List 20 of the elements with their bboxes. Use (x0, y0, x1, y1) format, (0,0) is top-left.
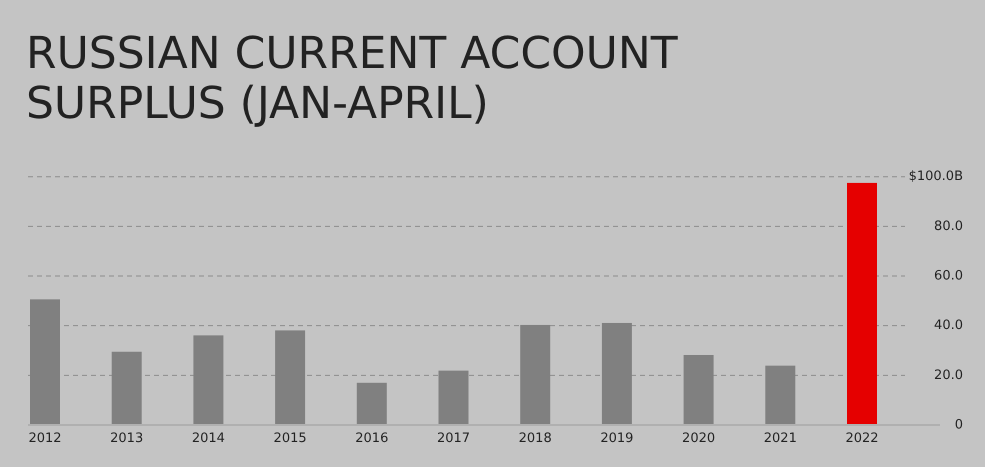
y-tick-label: 80.0 (934, 218, 963, 234)
x-tick-label: 2013 (110, 431, 144, 446)
x-tick-label: 2020 (682, 431, 716, 446)
x-tick-label: 2021 (764, 431, 797, 446)
x-tick-label: 2016 (355, 431, 388, 446)
y-tick-label: 40.0 (934, 318, 963, 334)
x-tick-label: 2017 (436, 431, 470, 446)
y-tick-label: $100.0B (908, 169, 963, 184)
x-tick-label: 2018 (518, 431, 552, 446)
bar (356, 382, 387, 425)
y-tick-label: 60.0 (934, 268, 963, 284)
x-tick-label: 2022 (845, 431, 879, 446)
x-tick-label: 2019 (600, 431, 634, 446)
chart-title: RUSSIAN CURRENT ACCOUNT SURPLUS (JAN-APRIL) (26, 28, 678, 129)
y-tick-label: 0 (954, 418, 963, 432)
y-tick-label: 20.0 (934, 368, 963, 383)
bar (847, 182, 877, 425)
x-tick-label: 2015 (274, 431, 307, 446)
x-tick-label: 2014 (192, 431, 225, 446)
x-tick-label: 2012 (28, 431, 62, 446)
